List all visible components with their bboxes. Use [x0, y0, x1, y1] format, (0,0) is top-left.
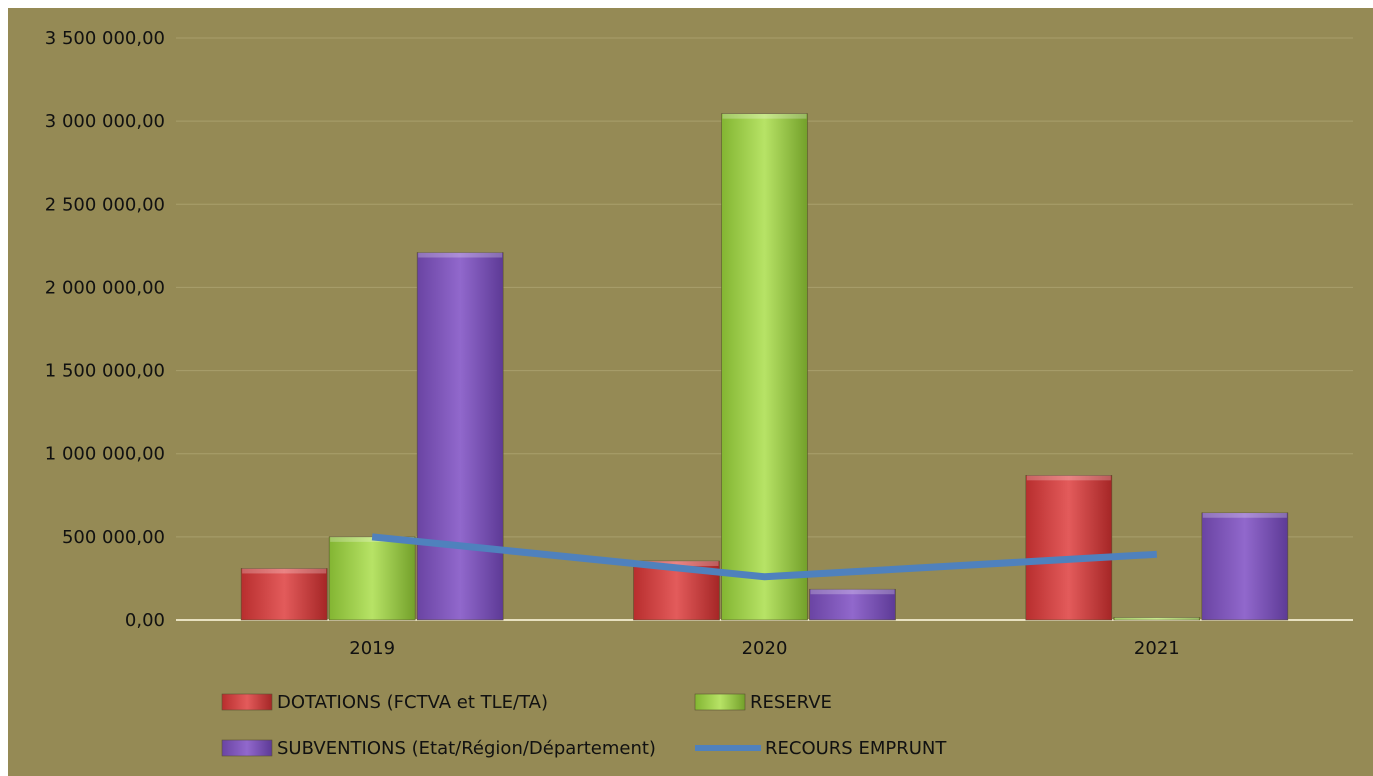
legend-swatch-2: [221, 739, 273, 757]
bar-top-highlight: [242, 568, 327, 574]
y-tick-label: 3 500 000,00: [45, 28, 165, 49]
chart-area: 0,00 500 000,00 1 000 000,00 1 500 000,00 2 …: [8, 8, 1373, 776]
y-tick-label: 3 000 000,00: [45, 111, 165, 132]
x-axis-category-labels: 2019 2020 2021: [349, 638, 1179, 659]
y-axis-tick-labels: 0,00 500 000,00 1 000 000,00 1 500 000,00 2 …: [45, 28, 165, 631]
x-tick-label-2019: 2019: [349, 638, 395, 659]
bar-reserve-2021: [1113, 617, 1201, 621]
bar-top-highlight: [1114, 617, 1199, 620]
legend-label-1: RESERVE: [750, 692, 832, 713]
y-tick-label: 2 500 000,00: [45, 194, 165, 215]
y-tick-label: 1 500 000,00: [45, 361, 165, 382]
bar-dotations-2021: [1025, 475, 1113, 621]
bar-top-highlight: [1202, 512, 1287, 518]
y-tick-label: 2 000 000,00: [45, 277, 165, 298]
legend-swatch-1: [694, 693, 746, 711]
bars: [240, 113, 1289, 621]
legend-label-0: DOTATIONS (FCTVA et TLE/TA): [277, 692, 548, 713]
x-tick-label-2020: 2020: [742, 638, 788, 659]
bar-top-highlight: [1026, 475, 1111, 481]
bar-line-chart: 0,00 500 000,00 1 000 000,00 1 500 000,00 2 …: [45, 28, 1353, 759]
bar-top-highlight: [418, 252, 503, 258]
line-series: [371, 533, 1158, 581]
legend: DOTATIONS (FCTVA et TLE/TA) RESERVE SUBVEN…: [221, 692, 947, 759]
y-tick-label: 1 000 000,00: [45, 444, 165, 465]
bar-subventions-2021: [1201, 512, 1289, 621]
bar-dotations-2019: [240, 568, 328, 621]
bar-subventions-2019: [416, 252, 504, 621]
legend-label-2: SUBVENTIONS (Etat/Région/Département): [277, 738, 656, 759]
bar-reserve-2019: [328, 536, 416, 621]
bar-top-highlight: [634, 560, 719, 566]
legend-label-3: RECOURS EMPRUNT: [765, 738, 947, 759]
bar-reserve-2020: [721, 113, 808, 621]
y-tick-label: 500 000,00: [62, 527, 165, 548]
legend-swatch-0: [221, 693, 273, 711]
bar-top-highlight: [722, 113, 807, 119]
line-recours-emprunt: [371, 533, 1158, 581]
bar-top-highlight: [810, 589, 895, 595]
y-tick-label: 0,00: [125, 610, 165, 631]
bar-subventions-2020: [809, 588, 896, 621]
x-tick-label-2021: 2021: [1134, 638, 1180, 659]
